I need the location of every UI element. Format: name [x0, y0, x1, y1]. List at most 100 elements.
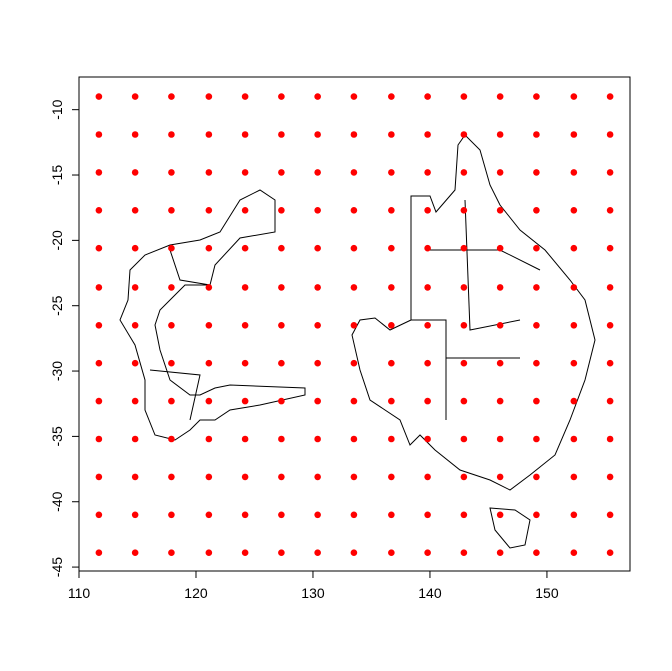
point	[95, 284, 103, 291]
point	[533, 322, 540, 329]
point	[241, 244, 249, 252]
point	[496, 244, 504, 252]
point	[205, 322, 213, 329]
point	[278, 322, 285, 329]
point	[241, 169, 249, 176]
point	[241, 435, 249, 443]
map-outline	[119, 134, 596, 549]
point	[131, 511, 139, 519]
point	[314, 131, 321, 138]
point	[278, 473, 285, 481]
point	[460, 359, 468, 367]
point	[533, 397, 540, 405]
point	[350, 284, 358, 291]
point	[460, 131, 468, 138]
point	[460, 435, 468, 443]
point	[350, 511, 358, 519]
y-tick-label: -15	[49, 165, 65, 185]
point	[350, 473, 358, 481]
point	[131, 131, 139, 138]
point	[570, 435, 578, 443]
point	[606, 207, 614, 214]
point	[241, 549, 249, 557]
point	[460, 169, 468, 176]
point	[241, 131, 249, 138]
point	[314, 435, 321, 443]
point	[168, 435, 175, 443]
point	[460, 473, 468, 481]
point	[241, 511, 249, 519]
point	[95, 473, 103, 481]
point	[570, 284, 578, 291]
point	[314, 359, 321, 367]
point	[570, 322, 578, 329]
point	[205, 473, 213, 481]
point	[533, 549, 540, 557]
point	[496, 397, 504, 405]
point	[95, 322, 103, 329]
point	[496, 473, 504, 481]
point	[350, 322, 358, 329]
point	[205, 511, 213, 519]
east-australia	[351, 134, 596, 491]
point	[570, 511, 578, 519]
point	[314, 473, 321, 481]
point	[606, 93, 614, 100]
y-tick-label: -25	[49, 295, 65, 315]
y-tick-label: -20	[49, 230, 65, 250]
y-tick-label: -10	[49, 99, 65, 119]
point	[131, 359, 139, 367]
point	[606, 322, 614, 329]
point	[388, 131, 395, 138]
point	[606, 359, 614, 367]
point	[388, 473, 395, 481]
point	[131, 322, 139, 329]
point	[168, 473, 175, 481]
point	[314, 207, 321, 214]
point	[168, 549, 175, 557]
point	[278, 207, 285, 214]
point	[496, 322, 504, 329]
point	[205, 397, 213, 405]
y-tick-label: -30	[49, 361, 65, 381]
point	[460, 511, 468, 519]
point	[424, 322, 431, 329]
point	[350, 131, 358, 138]
point	[460, 322, 468, 329]
point	[131, 169, 139, 176]
point	[460, 284, 468, 291]
point	[424, 397, 431, 405]
point	[570, 397, 578, 405]
point	[496, 131, 504, 138]
point	[241, 284, 249, 291]
point	[388, 435, 395, 443]
point	[205, 359, 213, 367]
x-tick-label: 150	[535, 585, 559, 601]
point	[241, 473, 249, 481]
point	[606, 244, 614, 252]
point	[314, 93, 321, 100]
point	[278, 359, 285, 367]
point	[241, 207, 249, 214]
point	[388, 511, 395, 519]
point	[570, 473, 578, 481]
point	[388, 93, 395, 100]
point	[241, 93, 249, 100]
point	[350, 169, 358, 176]
plot-frame	[78, 76, 631, 572]
point	[168, 359, 175, 367]
point	[278, 93, 285, 100]
point	[95, 511, 103, 519]
point	[350, 397, 358, 405]
point	[424, 435, 431, 443]
point	[131, 207, 139, 214]
point	[168, 397, 175, 405]
point	[95, 359, 103, 367]
point	[570, 93, 578, 100]
point	[278, 131, 285, 138]
point	[314, 169, 321, 176]
point	[496, 284, 504, 291]
point	[95, 207, 103, 214]
point	[95, 435, 103, 443]
